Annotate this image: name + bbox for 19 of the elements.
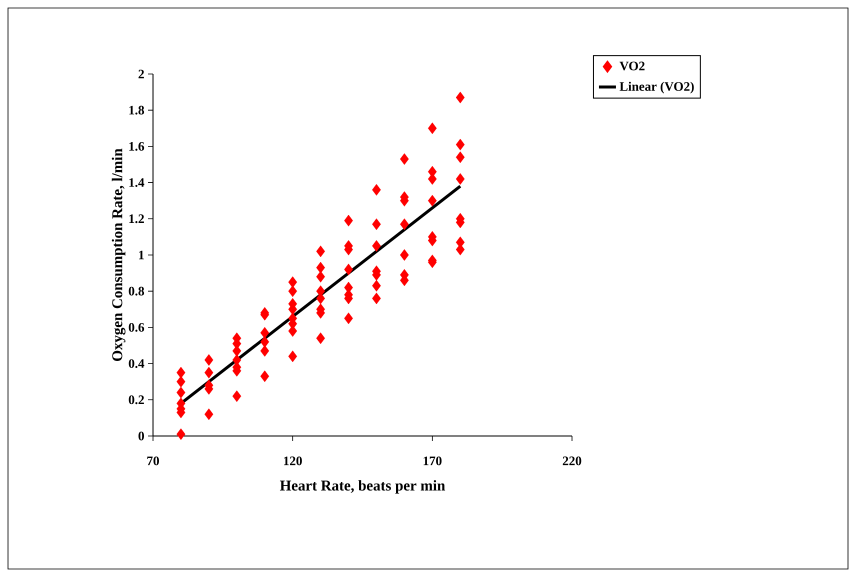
- y-tick-label: 0.4: [128, 359, 144, 368]
- x-tick-label: 70: [147, 456, 159, 466]
- x-tick-label: 170: [424, 456, 442, 466]
- y-tick-label: 0.2: [128, 395, 144, 404]
- legend-label: Linear (VO2): [620, 82, 694, 94]
- y-tick-label: 1.8: [129, 106, 144, 115]
- y-tick-label: 1.2: [129, 214, 144, 224]
- y-tick-label: 0.6: [128, 322, 144, 332]
- x-axis-title: Heart Rate, beats per min: [280, 480, 446, 494]
- legend-label: VO2: [620, 62, 645, 70]
- y-tick-label: 1.6: [129, 142, 144, 151]
- y-axis-title: Oxygen Consumption Rate, l/min: [112, 148, 126, 361]
- y-tick-label: 0: [138, 432, 144, 440]
- y-tick-label: 1.4: [129, 178, 144, 187]
- x-tick-label: 220: [562, 456, 582, 466]
- y-tick-label: 2: [138, 70, 144, 78]
- y-tick-label: 0.8: [128, 286, 144, 296]
- x-tick-label: 120: [284, 456, 302, 466]
- y-tick-label: 1: [139, 250, 144, 260]
